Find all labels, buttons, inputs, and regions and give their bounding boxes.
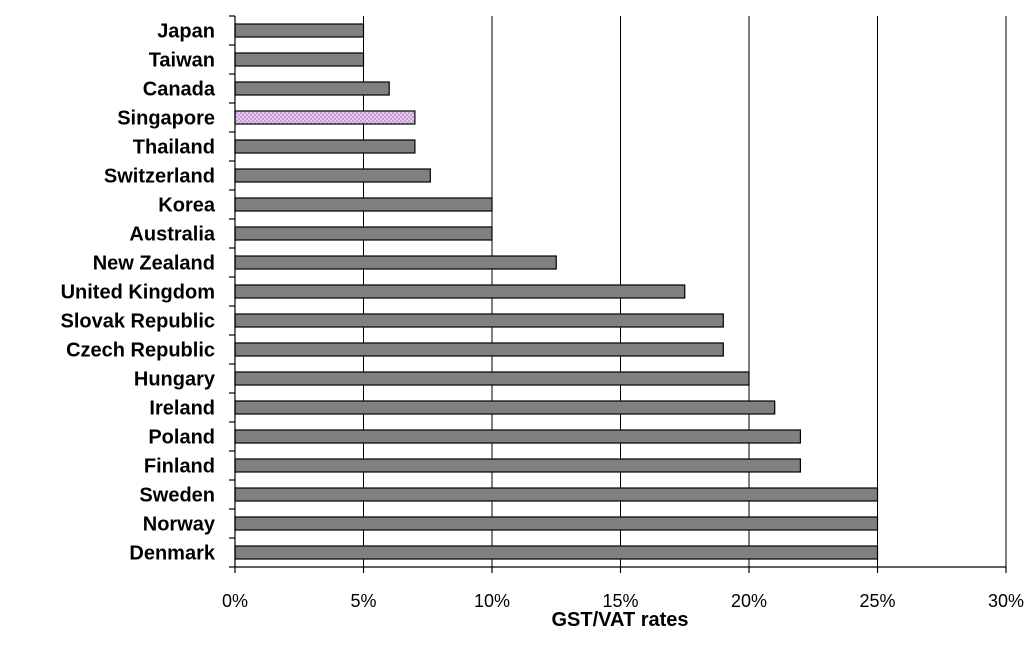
bar-canada bbox=[234, 81, 390, 96]
category-label-hungary: Hungary bbox=[134, 369, 216, 391]
bar-norway bbox=[234, 516, 879, 531]
category-label-canada: Canada bbox=[143, 79, 216, 101]
category-label-slovak-republic: Slovak Republic bbox=[61, 311, 216, 333]
category-label-norway: Norway bbox=[143, 514, 216, 536]
category-label-sweden: Sweden bbox=[139, 485, 215, 507]
category-label-poland: Poland bbox=[148, 427, 215, 449]
bars bbox=[234, 23, 879, 560]
category-label-australia: Australia bbox=[129, 224, 215, 246]
bar-sweden bbox=[234, 487, 879, 502]
category-label-new-zealand: New Zealand bbox=[93, 253, 215, 275]
category-label-united-kingdom: United Kingdom bbox=[61, 282, 215, 304]
category-label-thailand: Thailand bbox=[133, 137, 215, 159]
category-labels: Japan Taiwan Canada Singapore Thailand Switze… bbox=[61, 21, 216, 565]
bar-ireland bbox=[234, 400, 776, 415]
bar-poland bbox=[234, 429, 802, 444]
category-label-ireland: Ireland bbox=[149, 398, 215, 420]
bar-czech-republic bbox=[234, 342, 724, 357]
x-tick-label-10: 10% bbox=[474, 591, 510, 611]
bar-taiwan bbox=[234, 52, 365, 67]
bar-new-zealand bbox=[234, 255, 557, 270]
bar-australia bbox=[234, 226, 493, 241]
x-tick-label-15: 15% bbox=[602, 591, 638, 611]
x-tick-label-20: 20% bbox=[731, 591, 767, 611]
category-label-switzerland: Switzerland bbox=[104, 166, 215, 188]
x-tick-label-25: 25% bbox=[859, 591, 895, 611]
bar-slovak-republic bbox=[234, 313, 724, 328]
category-label-japan: Japan bbox=[157, 21, 215, 43]
bar-finland bbox=[234, 458, 802, 473]
category-label-taiwan: Taiwan bbox=[149, 50, 215, 72]
category-label-czech-republic: Czech Republic bbox=[66, 340, 215, 362]
bar-thailand bbox=[234, 139, 416, 154]
x-tick-label-0: 0% bbox=[222, 591, 248, 611]
x-tick-label-30: 30% bbox=[988, 591, 1024, 611]
x-tick-label-5: 5% bbox=[350, 591, 376, 611]
bar-switzerland bbox=[234, 168, 431, 183]
bar-united-kingdom bbox=[234, 284, 686, 299]
bar-singapore bbox=[234, 110, 416, 125]
x-axis-title: GST/VAT rates bbox=[551, 609, 688, 631]
category-label-korea: Korea bbox=[158, 195, 216, 217]
x-tick-labels: 0% 5% 10% 15% 20% 25% 30% bbox=[222, 591, 1024, 611]
category-label-finland: Finland bbox=[144, 456, 215, 478]
bar-korea bbox=[234, 197, 493, 212]
bar-hungary bbox=[234, 371, 750, 386]
bar-japan bbox=[234, 23, 365, 38]
bar-denmark bbox=[234, 545, 879, 560]
category-label-denmark: Denmark bbox=[129, 543, 215, 565]
axes bbox=[229, 15, 1007, 573]
category-label-singapore: Singapore bbox=[117, 108, 215, 130]
